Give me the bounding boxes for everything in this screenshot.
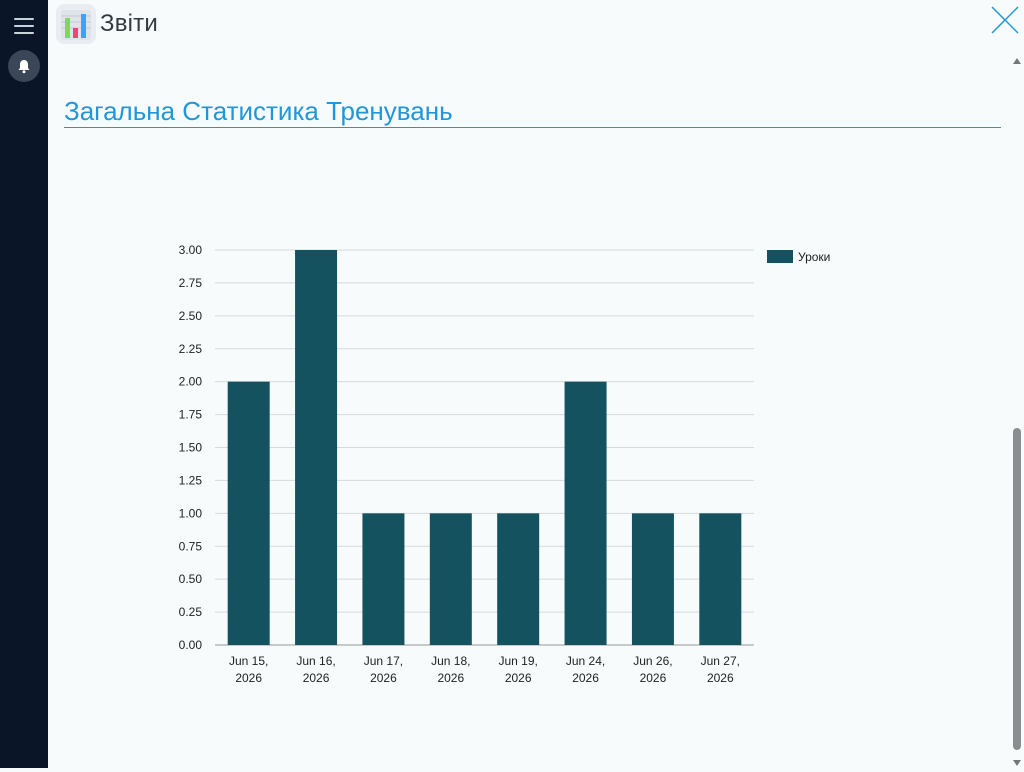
bar [699,513,742,645]
y-tick-label: 1.50 [179,441,203,455]
x-tick-label: 2026 [707,671,734,685]
x-tick-label: Jun 18, [431,654,470,668]
bar [295,250,338,645]
x-tick-label: Jun 19, [499,654,538,668]
x-tick-label: 2026 [505,671,532,685]
x-tick-label: Jun 26, [633,654,672,668]
section-divider [64,127,1001,128]
scroll-up-arrow-icon[interactable] [1012,52,1022,70]
y-tick-label: 1.00 [179,506,203,520]
legend-swatch [767,250,793,263]
x-tick-label: 2026 [640,671,667,685]
app-title: Звіти [100,10,158,37]
y-tick-label: 0.25 [179,605,203,619]
y-tick-label: 2.25 [179,342,203,356]
bar [429,513,472,645]
x-tick-label: 2026 [572,671,599,685]
section-title: Загальна Статистика Тренувань [64,96,453,126]
x-tick-label: 2026 [235,671,262,685]
bar-chart: 0.00 0.25 0.50 0.75 1.00 1.25 1.50 1.75 2.00 2.25… [179,243,831,685]
y-tick-label: 1.75 [179,408,203,422]
app-logo [56,4,96,44]
y-tick-label: 0.75 [179,539,203,553]
y-tick-label: 0.50 [179,572,203,586]
legend-label: Уроки [798,250,830,264]
notification-bell-button[interactable] [8,50,40,82]
close-icon [991,6,1019,34]
y-tick-label: 2.00 [179,375,203,389]
close-button[interactable] [990,5,1020,35]
y-tick-label: 2.75 [179,276,203,290]
bar-chart-icon [61,10,91,40]
x-tick-label: Jun 17, [364,654,403,668]
x-tick-label: Jun 16, [296,654,335,668]
bar [227,381,270,645]
y-tick-label: 2.50 [179,309,203,323]
bar [497,513,540,645]
bar [564,381,607,645]
x-tick-label: Jun 15, [229,654,268,668]
y-tick-label: 3.00 [179,243,203,257]
bell-icon [18,59,30,73]
hamburger-menu-icon[interactable] [14,18,34,36]
bar [631,513,674,645]
x-tick-label: 2026 [370,671,397,685]
scroll-down-arrow-icon[interactable] [1012,754,1022,772]
x-tick-label: Jun 24, [566,654,605,668]
x-tick-label: 2026 [303,671,330,685]
y-tick-label: 1.25 [179,473,203,487]
bar [362,513,405,645]
x-tick-label: Jun 27, [701,654,740,668]
y-tick-label: 0.00 [179,638,203,652]
x-tick-label: 2026 [437,671,464,685]
scrollbar-thumb[interactable] [1013,428,1021,750]
sidebar [0,0,48,768]
